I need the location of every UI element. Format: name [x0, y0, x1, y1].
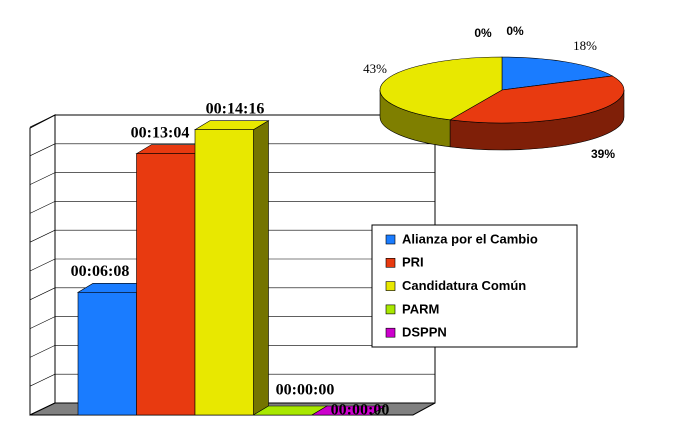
bar-front: [77, 292, 137, 416]
tick-mark: [29, 287, 56, 301]
pie-label: 18%: [573, 38, 597, 53]
legend-label: PARM: [402, 301, 439, 316]
tick-mark: [29, 316, 56, 329]
value-label: 00:00:00: [331, 402, 390, 419]
tick-mark: [29, 345, 56, 358]
pie-label: 39%: [591, 147, 615, 161]
legend-swatch: [385, 327, 396, 338]
legend-swatch: [385, 234, 396, 245]
pie-slice: [379, 56, 503, 121]
value-label: 00:00:00: [276, 382, 335, 399]
bar: [193, 120, 270, 416]
pie-label: 43%: [363, 61, 387, 76]
pie-slice: [449, 75, 625, 124]
legend: [371, 224, 578, 348]
value-label: 00:14:16: [206, 100, 265, 117]
value-label: 00:06:08: [71, 263, 130, 280]
legend-label: DSPPN: [402, 325, 447, 340]
legend-label: PRI: [402, 255, 424, 270]
pie-side-shade: [450, 90, 624, 150]
pie-side-shade: [380, 90, 451, 147]
pie-label: 0%: [474, 26, 492, 40]
tick-mark: [29, 373, 56, 387]
value-label: 00:13:04: [131, 124, 190, 141]
pie-slice: [501, 56, 614, 91]
tick-mark: [29, 114, 56, 128]
bar: [310, 405, 387, 416]
legend-swatch: [385, 304, 396, 315]
tick-mark: [29, 143, 56, 157]
bar-top: [310, 405, 387, 416]
tick-mark: [29, 402, 56, 416]
pie-label: 0%: [506, 24, 524, 38]
bar-front: [194, 129, 254, 416]
bar-front: [136, 153, 196, 416]
legend-label: Alianza por el Cambio: [402, 231, 538, 246]
legend-swatch: [385, 257, 396, 268]
tick-mark: [29, 229, 56, 243]
tick-mark: [29, 201, 56, 214]
tick-mark: [29, 258, 56, 272]
bar-side-shade: [253, 120, 269, 416]
legend-swatch: [385, 281, 396, 291]
tick-mark: [29, 172, 56, 185]
legend-label: Candidatura Común: [402, 278, 526, 293]
